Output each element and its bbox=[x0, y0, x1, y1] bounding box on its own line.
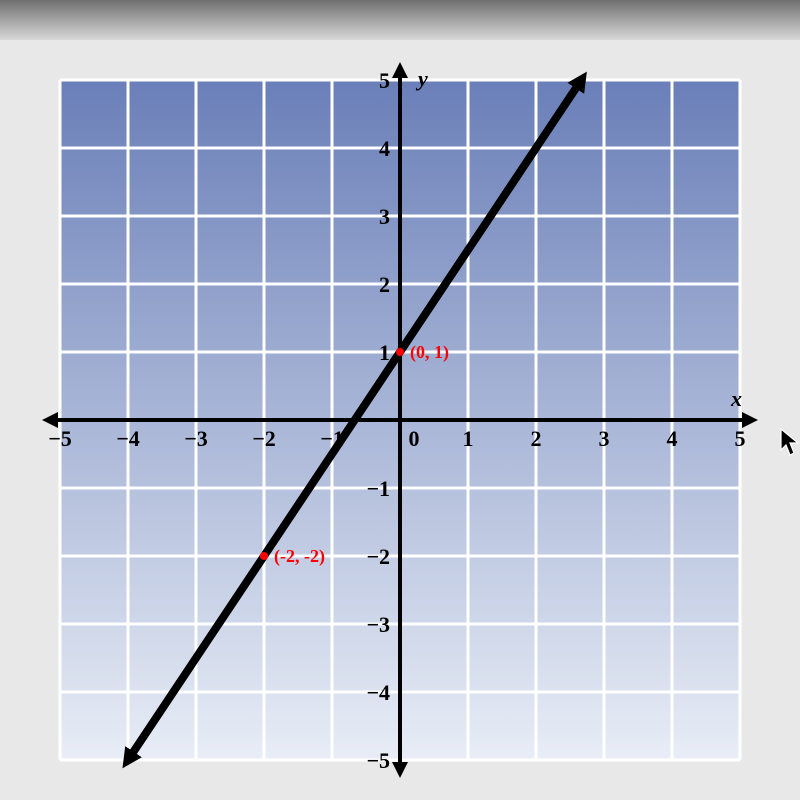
y-tick-label: 5 bbox=[379, 68, 390, 93]
x-tick-label: 4 bbox=[667, 426, 678, 451]
y-tick-label: −2 bbox=[366, 544, 390, 569]
x-tick-label: 2 bbox=[531, 426, 542, 451]
x-tick-label: −1 bbox=[320, 426, 344, 451]
y-tick-label: 4 bbox=[379, 136, 390, 161]
y-tick-label: −5 bbox=[366, 748, 390, 773]
marked-point bbox=[260, 552, 268, 560]
x-tick-label: 1 bbox=[463, 426, 474, 451]
y-tick-label: 2 bbox=[379, 272, 390, 297]
y-tick-label: 1 bbox=[379, 340, 390, 365]
mouse-cursor-icon bbox=[780, 428, 800, 458]
x-tick-label: 5 bbox=[735, 426, 746, 451]
line-chart: −5−4−3−2−112345−5−4−3−2−1123450xy(0, 1)(… bbox=[40, 60, 760, 780]
y-tick-label: 3 bbox=[379, 204, 390, 229]
y-tick-label: −1 bbox=[366, 476, 390, 501]
y-tick-label: −3 bbox=[366, 612, 390, 637]
x-tick-label: −5 bbox=[48, 426, 72, 451]
screenshot-outer: −5−4−3−2−112345−5−4−3−2−1123450xy(0, 1)(… bbox=[0, 0, 800, 800]
x-tick-label: −3 bbox=[184, 426, 208, 451]
x-axis-label: x bbox=[730, 386, 742, 411]
point-label: (-2, -2) bbox=[274, 546, 325, 567]
chart-container: −5−4−3−2−112345−5−4−3−2−1123450xy(0, 1)(… bbox=[40, 60, 760, 780]
x-tick-label: 3 bbox=[599, 426, 610, 451]
x-tick-label: −4 bbox=[116, 426, 140, 451]
x-tick-label: −2 bbox=[252, 426, 276, 451]
point-label: (0, 1) bbox=[410, 342, 449, 363]
marked-point bbox=[396, 348, 404, 356]
window-topbar bbox=[0, 0, 800, 40]
y-tick-label: −4 bbox=[366, 680, 390, 705]
origin-label: 0 bbox=[409, 426, 420, 451]
